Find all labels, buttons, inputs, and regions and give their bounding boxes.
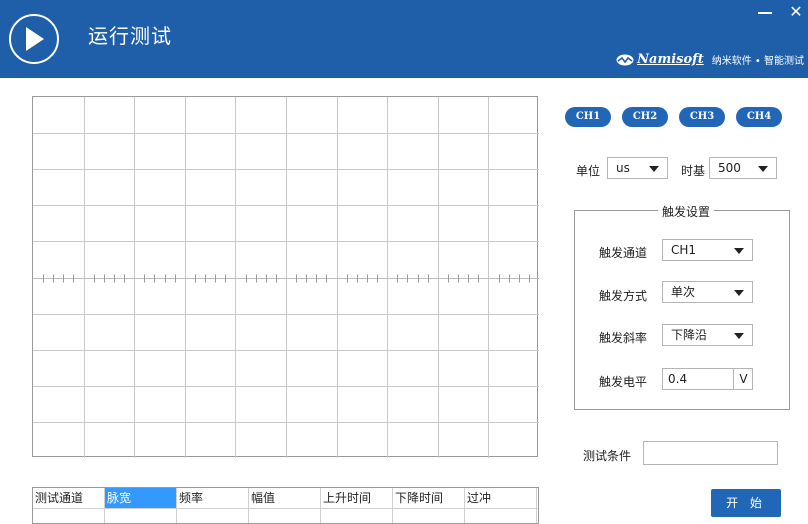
channel-button-ch4[interactable]: CH4 <box>736 107 782 127</box>
test-condition-input[interactable] <box>643 441 778 465</box>
timebase-select-value: 500 <box>718 161 741 175</box>
column-header-amplitude[interactable]: 幅值 <box>249 488 321 508</box>
table-row[interactable] <box>33 508 538 523</box>
timebase-select[interactable]: 500 <box>709 157 777 179</box>
start-button[interactable]: 开 始 <box>711 489 781 517</box>
table-cell[interactable] <box>393 509 465 523</box>
table-cell[interactable] <box>321 509 393 523</box>
trigger-slope-select[interactable]: 下降沿 <box>662 324 753 346</box>
table-cell[interactable] <box>105 509 177 523</box>
dropdown-arrow-icon <box>649 166 659 172</box>
trigger-channel-label: 触发通道 <box>599 246 648 260</box>
minimize-icon <box>758 12 772 14</box>
brand: Namisoft 纳米软件 • 智能测试 <box>616 52 804 67</box>
trigger-settings-title: 触发设置 <box>658 203 715 220</box>
timebase-label: 时基 <box>681 164 706 178</box>
dropdown-arrow-icon <box>734 333 744 339</box>
trigger-channel-value: CH1 <box>671 243 697 257</box>
table-cell[interactable] <box>177 509 249 523</box>
dropdown-arrow-icon <box>734 248 744 254</box>
channel-button-ch2[interactable]: CH2 <box>622 107 668 127</box>
trigger-mode-select[interactable]: 单次 <box>662 281 753 303</box>
column-header-channel[interactable]: 测试通道 <box>33 488 105 508</box>
trigger-mode-label: 触发方式 <box>599 289 648 303</box>
column-header-overshoot[interactable]: 过冲 <box>465 488 537 508</box>
oscilloscope-grid <box>33 97 539 458</box>
column-header-fall-time[interactable]: 下降时间 <box>393 488 465 508</box>
play-icon <box>26 27 44 51</box>
window-title: 运行测试 <box>88 24 172 48</box>
brand-tagline: 纳米软件 • 智能测试 <box>711 56 804 67</box>
dropdown-arrow-icon <box>758 166 768 172</box>
unit-label: 单位 <box>576 164 601 178</box>
trigger-level-unit: V <box>733 368 753 390</box>
unit-select[interactable]: us <box>607 157 668 179</box>
trigger-level-label: 触发电平 <box>599 375 648 389</box>
trigger-slope-label: 触发斜率 <box>599 331 648 345</box>
brand-name: Namisoft <box>637 52 704 67</box>
run-play-button[interactable] <box>9 14 59 64</box>
table-cell[interactable] <box>249 509 321 523</box>
title-bar: 运行测试 ✕ Namisoft 纳米软件 • 智能测试 <box>0 0 808 78</box>
test-condition-label: 测试条件 <box>583 449 632 463</box>
trigger-level-input[interactable]: 0.4 <box>662 368 753 390</box>
column-header-frequency[interactable]: 频率 <box>177 488 249 508</box>
namisoft-logo-icon <box>616 54 634 65</box>
trigger-mode-value: 单次 <box>671 285 696 299</box>
dropdown-arrow-icon <box>734 290 744 296</box>
channel-buttons: CH1 CH2 CH3 CH4 <box>565 107 793 127</box>
channel-button-ch3[interactable]: CH3 <box>679 107 725 127</box>
oscilloscope-display <box>32 96 539 458</box>
column-header-pulse-width[interactable]: 脉宽 <box>105 488 177 508</box>
results-table: 测试通道 脉宽 频率 幅值 上升时间 下降时间 过冲 <box>32 487 539 524</box>
trigger-slope-value: 下降沿 <box>671 328 708 342</box>
trigger-channel-select[interactable]: CH1 <box>662 239 753 261</box>
trigger-level-value: 0.4 <box>668 372 688 386</box>
channel-button-ch1[interactable]: CH1 <box>565 107 611 127</box>
close-button[interactable]: ✕ <box>789 2 803 21</box>
unit-select-value: us <box>616 161 630 175</box>
column-header-rise-time[interactable]: 上升时间 <box>321 488 393 508</box>
table-cell[interactable] <box>33 509 105 523</box>
table-header: 测试通道 脉宽 频率 幅值 上升时间 下降时间 过冲 <box>33 488 538 508</box>
table-cell[interactable] <box>465 509 537 523</box>
